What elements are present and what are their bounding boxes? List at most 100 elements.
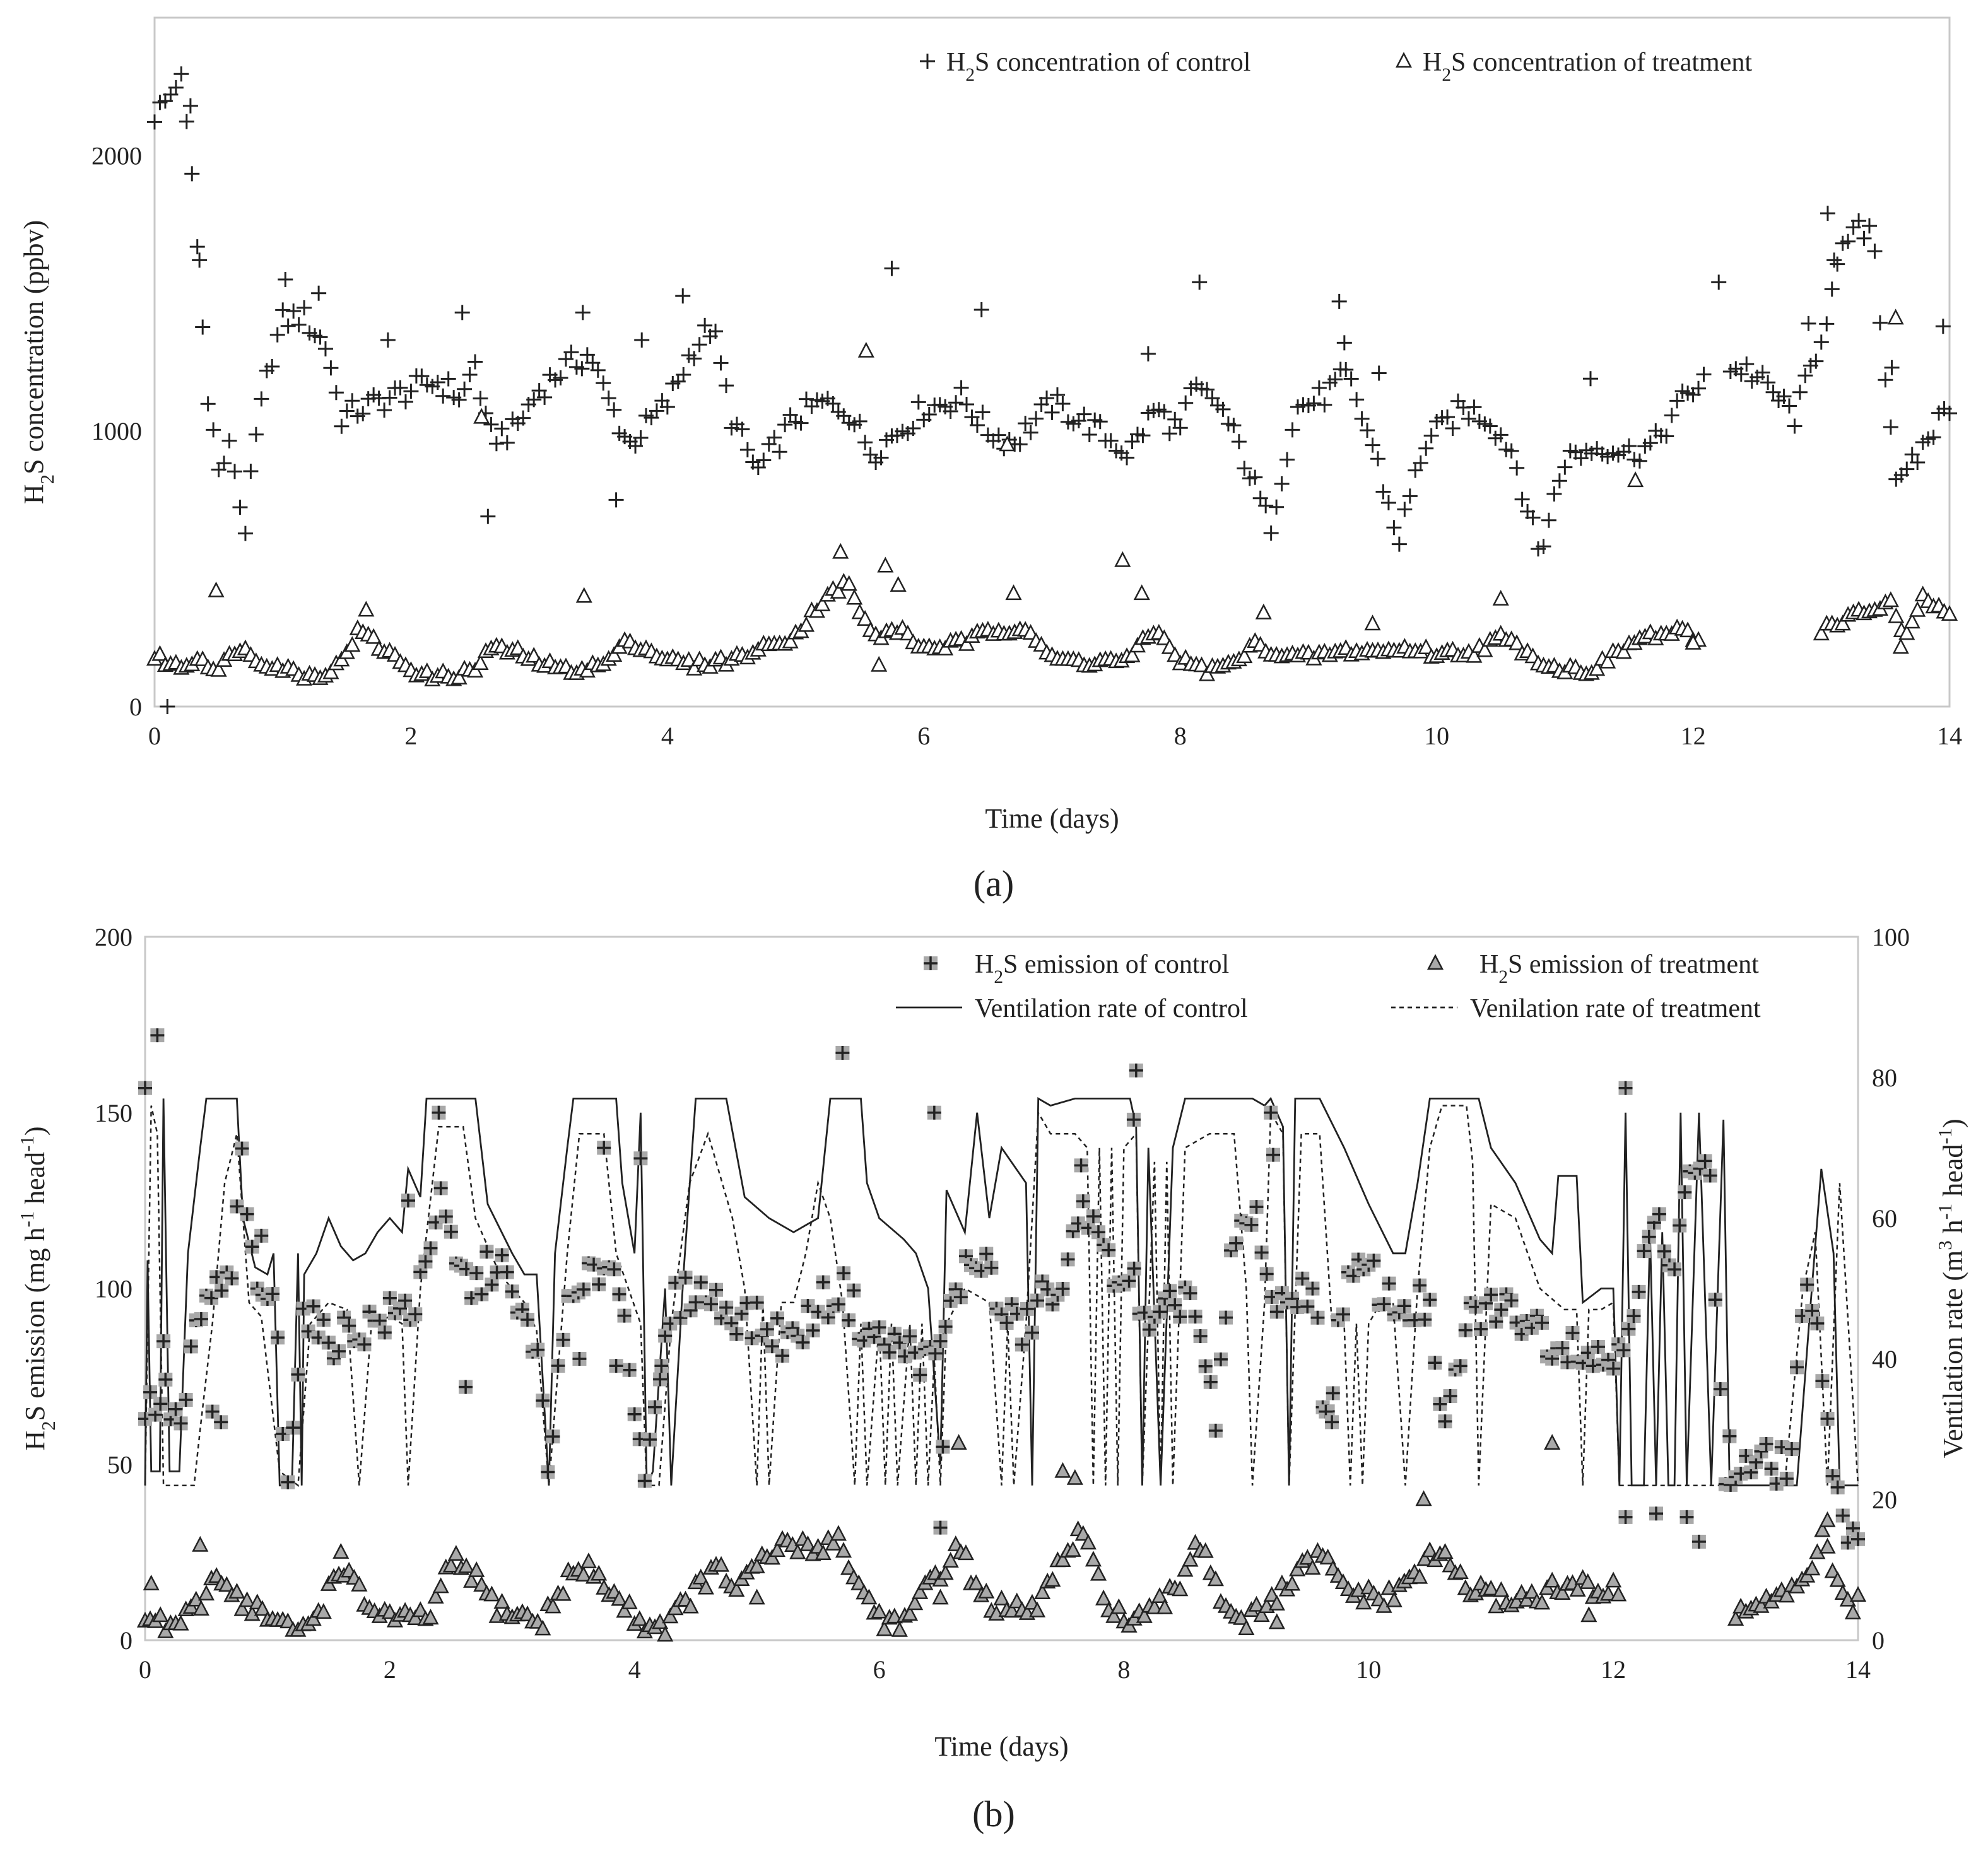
marker-cross — [999, 1316, 1014, 1330]
marker-cross — [174, 1416, 188, 1431]
marker-cross — [1142, 1322, 1156, 1337]
data-point — [850, 1574, 868, 1590]
marker-cross — [938, 1319, 953, 1334]
data-point — [675, 288, 691, 304]
data-point — [500, 1265, 514, 1279]
data-point — [205, 1404, 220, 1419]
data-point — [1054, 1462, 1071, 1478]
data-point — [1808, 353, 1824, 369]
data-point — [937, 1564, 954, 1580]
marker-cross — [653, 1372, 668, 1387]
data-point — [555, 1585, 572, 1601]
data-point — [748, 1557, 765, 1573]
marker-cross — [541, 1465, 555, 1479]
data-point — [195, 319, 211, 335]
data-point — [768, 1541, 786, 1558]
data-point — [1440, 409, 1456, 425]
data-point — [1606, 1361, 1621, 1376]
data-point — [734, 421, 750, 437]
data-point — [1415, 1490, 1432, 1506]
marker-cross — [622, 1363, 637, 1377]
data-point — [1565, 1325, 1580, 1340]
legend-marker — [1426, 954, 1444, 970]
data-point — [459, 1380, 473, 1394]
data-point — [1618, 1081, 1633, 1095]
marker-cross — [1152, 1305, 1167, 1319]
marker-cross — [984, 1260, 999, 1275]
marker-cross — [1198, 1359, 1213, 1373]
data-point — [1557, 459, 1573, 475]
marker-cross — [1423, 1293, 1437, 1307]
data-point — [1492, 589, 1509, 606]
data-point — [315, 1603, 332, 1619]
marker-cross — [1438, 1414, 1452, 1429]
data-point — [1418, 1312, 1432, 1327]
chart-b: 0 2 4 6 8 10 12 14050100150200020406080100Time … — [16, 923, 1968, 1834]
data-point — [357, 1337, 372, 1352]
data-point — [876, 1620, 893, 1636]
data-point — [1691, 380, 1707, 396]
marker-cross — [1458, 1323, 1473, 1337]
data-point — [546, 1429, 560, 1444]
data-point — [1904, 447, 1920, 462]
data-point — [831, 1297, 845, 1312]
data-point — [1673, 1218, 1687, 1233]
data-point — [814, 595, 831, 611]
y-tick-label: 1000 — [91, 417, 142, 445]
marker-cross — [924, 956, 938, 970]
data-point — [339, 403, 355, 419]
data-point — [1198, 1359, 1213, 1373]
data-point — [1800, 1277, 1814, 1292]
data-point — [1910, 454, 1926, 470]
marker-cross — [1203, 1375, 1218, 1389]
data-point — [200, 396, 216, 412]
data-point — [943, 404, 958, 420]
data-point — [1226, 418, 1242, 433]
data-point — [1784, 1441, 1799, 1456]
marker-cross — [658, 1329, 673, 1343]
marker-cross — [760, 1322, 774, 1337]
marker-cross — [933, 1520, 948, 1535]
data-point — [1849, 1586, 1867, 1602]
marker-cross — [1259, 1267, 1274, 1281]
data-point — [933, 1334, 948, 1349]
data-point — [832, 543, 849, 559]
data-point — [1061, 1252, 1075, 1267]
y-tick-label: 150 — [95, 1099, 132, 1127]
data-point — [852, 413, 868, 429]
data-point — [627, 1407, 642, 1421]
x-tick-label: 6 — [873, 1655, 886, 1684]
data-point — [1254, 1245, 1269, 1260]
data-point — [1504, 1293, 1519, 1308]
data-point — [1443, 1389, 1457, 1404]
data-point — [1015, 1337, 1029, 1352]
data-point — [1136, 1607, 1153, 1623]
data-point — [1386, 520, 1402, 536]
data-point — [235, 1141, 249, 1156]
data-point — [286, 303, 302, 319]
data-point — [413, 1265, 428, 1279]
marker-cross — [1555, 1341, 1570, 1356]
data-point — [328, 385, 344, 401]
data-point — [657, 1626, 674, 1642]
marker-cross — [1494, 1303, 1509, 1317]
marker-cross — [913, 1368, 927, 1382]
data-point — [278, 271, 293, 287]
data-point — [1343, 371, 1359, 387]
x-tick-label: 14 — [1937, 722, 1962, 750]
data-point — [861, 1588, 878, 1605]
data-point — [1028, 1601, 1046, 1617]
marker-cross — [1504, 1293, 1519, 1308]
data-point — [1642, 435, 1658, 451]
marker-cross — [156, 1334, 171, 1349]
marker-cross — [765, 1339, 779, 1354]
data-point — [151, 645, 168, 661]
data-point — [194, 1312, 208, 1326]
marker-cross — [633, 1151, 648, 1166]
data-point — [254, 1228, 269, 1243]
marker-cross — [1382, 1276, 1396, 1291]
marker-cross — [1025, 1325, 1039, 1340]
marker-cross — [150, 1028, 165, 1043]
marker-cross — [382, 1291, 397, 1305]
data-point — [1678, 1185, 1692, 1199]
